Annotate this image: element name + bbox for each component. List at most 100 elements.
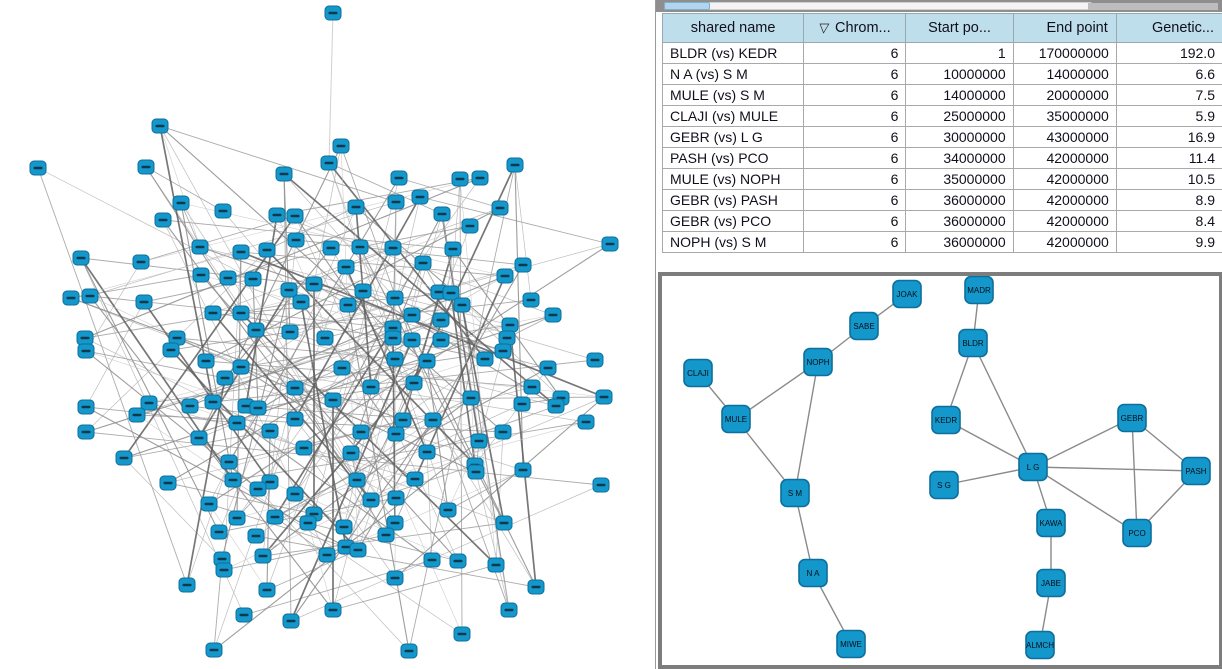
network-node[interactable] [406,471,424,487]
network-node[interactable] [235,607,253,623]
network-edge[interactable] [266,206,357,251]
network-node[interactable] [394,412,412,428]
network-node[interactable] [324,602,342,618]
network-edge[interactable] [159,125,201,248]
network-node-bldr[interactable]: BLDR [958,328,988,358]
network-edge[interactable] [85,350,226,379]
network-node[interactable] [268,207,286,223]
network-edge[interactable] [212,359,596,403]
network-node[interactable] [496,268,514,284]
column-header-shared-name[interactable]: shared name [661,13,805,43]
network-node[interactable] [77,424,95,440]
network-node[interactable] [384,330,402,346]
network-node[interactable] [494,343,512,359]
network-node-miwe[interactable]: MIWE [836,629,866,659]
network-edge[interactable] [475,471,510,611]
network-edge[interactable] [212,207,501,314]
network-node[interactable] [77,343,95,359]
network-edge[interactable] [294,215,440,293]
network-edge[interactable] [441,213,510,611]
network-edge[interactable] [170,331,291,351]
network-edge[interactable] [447,469,524,511]
network-node-s-m[interactable]: S M [780,478,810,508]
network-node[interactable] [247,322,265,338]
network-edge[interactable] [300,301,347,548]
network-node[interactable] [280,282,298,298]
network-node[interactable] [547,398,565,414]
network-edge[interactable] [394,201,397,579]
network-edge[interactable] [159,125,504,433]
network-edge[interactable] [162,219,372,501]
network-edge[interactable] [514,164,524,471]
network-node[interactable] [487,557,505,573]
network-edge[interactable] [290,484,602,622]
network-edge[interactable] [274,367,549,518]
network-edge[interactable] [186,377,226,586]
network-edge[interactable] [402,248,454,421]
network-edge[interactable] [224,314,554,379]
network-node[interactable] [286,486,304,502]
network-node[interactable] [115,450,133,466]
network-node[interactable] [261,423,279,439]
network-node[interactable] [244,271,262,287]
network-node[interactable] [77,399,95,415]
table-row[interactable]: CLAJI (vs) MULE 6 25000000 35000000 5.9 [661,105,1222,127]
network-node[interactable] [462,390,480,406]
network-node[interactable] [224,472,242,488]
network-node[interactable] [181,398,199,414]
network-edge[interactable] [514,164,532,301]
network-edge[interactable] [350,452,396,524]
scrollbar-segment[interactable] [1088,3,1218,10]
network-edge[interactable] [972,342,1034,468]
network-node[interactable] [595,389,613,405]
network-node-kawa[interactable]: KAWA [1036,508,1066,538]
network-node[interactable] [592,477,610,493]
network-node[interactable] [351,239,369,255]
network-node[interactable] [318,547,336,563]
network-edge[interactable] [332,564,497,611]
network-node[interactable] [204,305,222,321]
network-node-pco[interactable]: PCO [1122,518,1152,548]
network-node[interactable] [76,330,94,346]
network-edge[interactable] [313,145,342,285]
network-node[interactable] [347,199,365,215]
table-row[interactable]: BLDR (vs) KEDR 6 1 170000000 192.0 [661,42,1222,64]
network-edge[interactable] [176,337,396,360]
network-node-pash[interactable]: PASH [1181,456,1211,486]
column-header-chrom[interactable]: ▽ Chrom... [803,13,907,43]
network-edge[interactable] [357,433,397,551]
table-row[interactable]: GEBR (vs) PCO 6 36000000 42000000 8.4 [661,210,1222,232]
network-edge[interactable] [89,295,242,368]
network-node[interactable] [418,444,436,460]
network-node-noph[interactable]: NOPH [803,347,833,377]
network-edge[interactable] [224,247,332,379]
network-edge[interactable] [243,559,433,616]
network-node[interactable] [286,380,304,396]
network-edge[interactable] [37,167,254,280]
network-node[interactable] [215,562,233,578]
network-node[interactable] [140,395,158,411]
network-node[interactable] [527,579,545,595]
network-edge[interactable] [394,396,605,579]
network-edge[interactable] [240,366,587,423]
network-edge[interactable] [208,243,611,505]
network-node[interactable] [342,445,360,461]
subnetwork-panel[interactable]: JOAK SABE NOPH CLAJI MULE S M N A MIWE MADR BLDR K… [658,272,1222,669]
network-node[interactable] [491,200,509,216]
network-node[interactable] [506,157,524,173]
network-node[interactable] [451,171,469,187]
network-edge[interactable] [1032,417,1133,468]
network-node[interactable] [387,426,405,442]
network-node[interactable] [432,312,450,328]
network-node[interactable] [200,496,218,512]
network-node[interactable] [254,548,272,564]
network-edge[interactable] [347,304,410,652]
network-node[interactable] [135,294,153,310]
network-edge[interactable] [85,301,145,408]
network-edge[interactable] [145,166,242,314]
network-node[interactable] [232,305,250,321]
network-node[interactable] [384,240,402,256]
network-node[interactable] [403,332,421,348]
network-edge[interactable] [85,406,238,424]
network-node[interactable] [433,206,451,222]
